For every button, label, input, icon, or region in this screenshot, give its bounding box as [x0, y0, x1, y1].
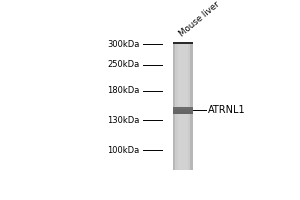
- Text: 300kDa: 300kDa: [107, 40, 140, 49]
- Text: ATRNL1: ATRNL1: [208, 105, 246, 115]
- Bar: [178, 44, 188, 170]
- Bar: [173, 112, 193, 114]
- Text: 100kDa: 100kDa: [108, 146, 140, 155]
- Bar: [173, 112, 193, 114]
- Bar: [173, 107, 193, 114]
- Bar: [173, 110, 193, 112]
- Text: Mouse liver: Mouse liver: [177, 0, 221, 39]
- Text: 250kDa: 250kDa: [108, 60, 140, 69]
- Bar: [190, 44, 193, 170]
- Text: 180kDa: 180kDa: [107, 86, 140, 95]
- Bar: [173, 106, 193, 108]
- Bar: [173, 44, 193, 170]
- Bar: [173, 110, 193, 112]
- Bar: [173, 109, 193, 110]
- Bar: [173, 44, 175, 170]
- Bar: [173, 108, 193, 110]
- Text: 130kDa: 130kDa: [107, 116, 140, 125]
- Bar: [173, 107, 193, 109]
